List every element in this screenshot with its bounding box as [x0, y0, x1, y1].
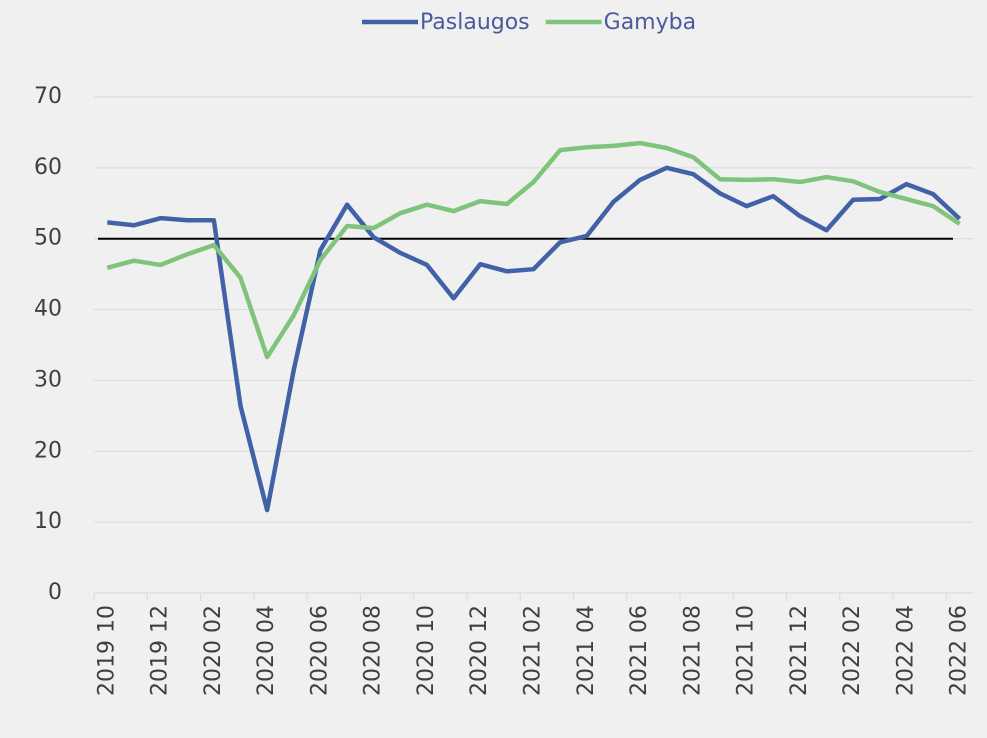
y-tick-label: 60: [34, 155, 62, 180]
y-tick-label: 40: [34, 297, 62, 322]
x-tick-label: 2022 04: [893, 605, 918, 696]
x-tick-label: 2020 10: [414, 605, 439, 696]
series-line: [107, 165, 962, 513]
y-tick-label: 10: [34, 509, 62, 534]
series-line: [106, 140, 961, 360]
x-tick-label: 2020 04: [254, 605, 279, 696]
x-tick-label: 2020 08: [361, 605, 386, 696]
y-tick-label: 20: [34, 438, 62, 463]
x-tick-label: 2021 08: [680, 605, 705, 696]
legend-label: Gamyba: [604, 10, 696, 35]
x-tick-label: 2022 02: [840, 605, 865, 696]
legend-label: Paslaugos: [420, 10, 530, 35]
x-tick-label: 2022 06: [947, 605, 972, 696]
x-tick-label: 2021 04: [574, 605, 599, 696]
y-tick-label: 30: [34, 367, 62, 392]
y-tick-label: 50: [34, 226, 62, 251]
y-tick-label: 0: [48, 580, 62, 605]
y-tick-label: 70: [34, 84, 62, 109]
x-tick-label: 2021 10: [734, 605, 759, 696]
x-tick-label: 2019 12: [148, 605, 173, 696]
x-tick-label: 2021 06: [627, 605, 652, 696]
x-tick-label: 2020 12: [467, 605, 492, 696]
x-tick-label: 2021 02: [521, 605, 546, 696]
x-tick-label: 2020 02: [201, 605, 226, 696]
x-tick-label: 2021 12: [787, 605, 812, 696]
x-tick-label: 2020 06: [307, 605, 332, 696]
x-tick-label: 2019 10: [94, 605, 119, 696]
